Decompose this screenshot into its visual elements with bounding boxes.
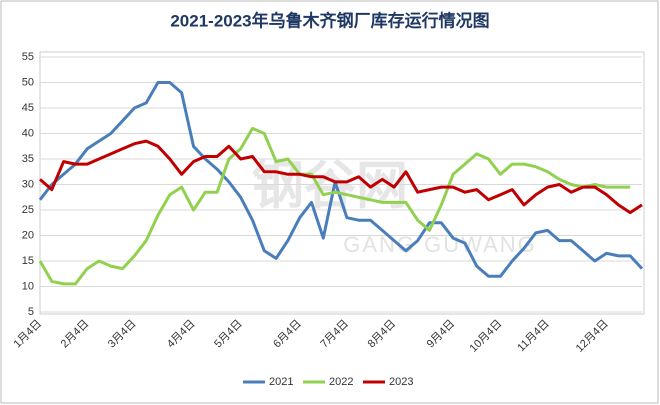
- y-tick-label: 25: [22, 204, 34, 216]
- series-line: [38, 81, 644, 278]
- y-tick-label: 10: [22, 280, 34, 292]
- chart-title: 2021-2023年乌鲁木齐钢厂库存运行情况图: [170, 10, 489, 30]
- legend-label: 2023: [389, 376, 413, 388]
- plot-frame: [39, 51, 645, 315]
- y-tick-label: 5: [28, 306, 34, 318]
- y-tick-label: 55: [22, 51, 34, 63]
- legend-label: 2021: [269, 376, 293, 388]
- series-line: [38, 126, 631, 286]
- y-tick-label: 35: [22, 153, 34, 165]
- series-line: [39, 139, 643, 215]
- y-tick-label: 30: [22, 178, 34, 190]
- legend-label: 2022: [329, 376, 353, 388]
- y-tick-label: 45: [22, 102, 34, 114]
- y-tick-label: 40: [22, 127, 34, 139]
- y-tick-label: 15: [22, 255, 34, 267]
- y-tick-label: 20: [22, 229, 34, 241]
- y-tick-label: 50: [22, 76, 34, 88]
